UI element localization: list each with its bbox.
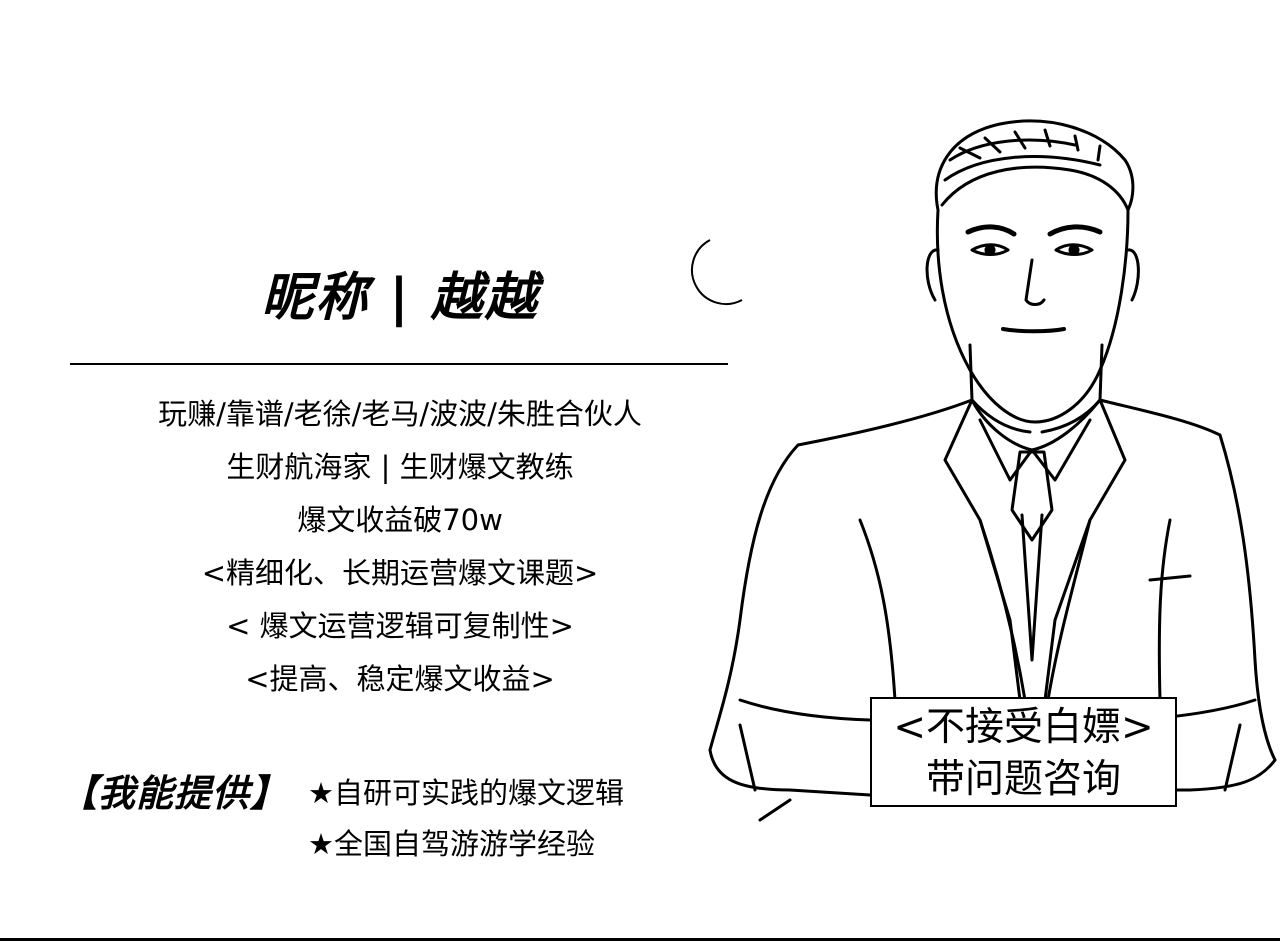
badge-line: 带问题咨询 (925, 757, 1121, 802)
portrait-illustration (680, 100, 1280, 840)
offer-list: ★自研可实践的爆文逻辑 ★全国自驾游游学经验 (308, 768, 624, 870)
offer-item: ★自研可实践的爆文逻辑 (308, 776, 624, 810)
intro-line: 爆文收益破70w (297, 503, 503, 537)
consult-badge: <不接受白嫖> 带问题咨询 (870, 697, 1177, 807)
title-divider (70, 363, 728, 365)
offer-label: 【我能提供】 (60, 772, 288, 815)
bottom-border (0, 938, 1280, 941)
intro-line: 玩赚/靠谱/老徐/老马/波波/朱胜合伙人 (158, 397, 642, 431)
badge-line: <不接受白嫖> (893, 705, 1154, 750)
intro-line: < 爆文运营逻辑可复制性> (226, 609, 574, 643)
nickname-title: 昵称 | 越越 (261, 268, 539, 328)
offer-item: ★全国自驾游游学经验 (308, 827, 595, 861)
intro-line: <提高、稳定爆文收益> (245, 662, 555, 696)
intro-line: <精细化、长期运营爆文课题> (201, 556, 599, 590)
intro-block: 玩赚/靠谱/老徐/老马/波波/朱胜合伙人 生财航海家 | 生财爆文教练 爆文收益… (70, 388, 730, 706)
intro-line: 生财航海家 | 生财爆文教练 (226, 450, 574, 484)
crescent-moon-icon (680, 234, 750, 318)
